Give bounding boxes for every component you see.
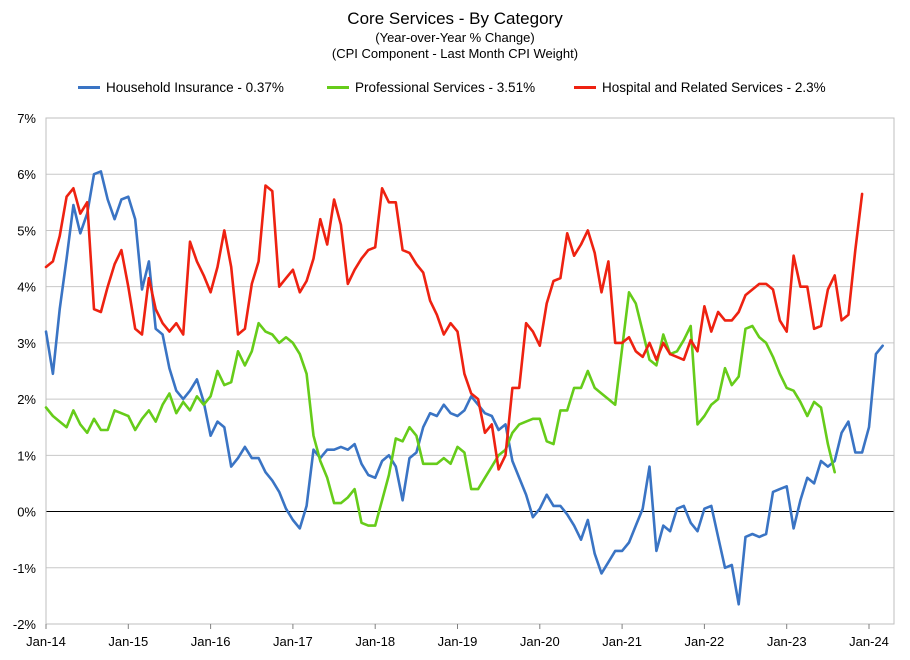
y-tick-label: 0% xyxy=(17,505,36,520)
y-tick-label: -1% xyxy=(13,561,37,576)
x-tick-label: Jan-14 xyxy=(26,634,66,649)
legend-label-hospital-services: Hospital and Related Services - 2.3% xyxy=(602,80,826,95)
x-tick-label: Jan-22 xyxy=(685,634,725,649)
y-tick-label: 1% xyxy=(17,448,36,463)
x-tick-label: Jan-17 xyxy=(273,634,313,649)
y-tick-label: 3% xyxy=(17,336,36,351)
legend-item-hospital-services: Hospital and Related Services - 2.3% xyxy=(574,80,826,95)
y-tick-label: 5% xyxy=(17,223,36,238)
y-tick-label: -2% xyxy=(13,617,37,632)
chart-legend: Household Insurance - 0.37% Professional… xyxy=(0,80,910,98)
x-tick-label: Jan-15 xyxy=(108,634,148,649)
chart-subtitle-2: (CPI Component - Last Month CPI Weight) xyxy=(331,46,579,61)
y-tick-label: 4% xyxy=(17,280,36,295)
legend-label-professional-services: Professional Services - 3.51% xyxy=(355,80,536,95)
x-tick-label: Jan-19 xyxy=(438,634,478,649)
x-tick-label: Jan-18 xyxy=(355,634,395,649)
x-tick-label: Jan-20 xyxy=(520,634,560,649)
x-tick-label: Jan-24 xyxy=(849,634,889,649)
chart-subtitle-1: (Year-over-Year % Change) xyxy=(375,30,535,45)
series-line-0 xyxy=(44,170,885,606)
y-tick-label: 7% xyxy=(17,111,36,126)
x-tick-label: Jan-21 xyxy=(602,634,642,649)
y-tick-label: 2% xyxy=(17,392,36,407)
legend-label-household-insurance: Household Insurance - 0.37% xyxy=(106,80,284,95)
series-line-2 xyxy=(44,184,864,471)
legend-swatch-household-insurance xyxy=(78,86,100,89)
plot-border xyxy=(45,117,895,625)
legend-swatch-professional-services xyxy=(327,86,349,89)
legend-item-professional-services: Professional Services - 3.51% xyxy=(327,80,535,95)
chart-title: Core Services - By Category xyxy=(347,9,563,28)
x-tick-label: Jan-16 xyxy=(191,634,231,649)
chart-title-block: Core Services - By Category (Year-over-Y… xyxy=(0,8,910,62)
legend-item-household-insurance: Household Insurance - 0.37% xyxy=(78,80,284,95)
x-tick-label: Jan-23 xyxy=(767,634,807,649)
legend-swatch-hospital-services xyxy=(574,86,596,89)
series-line-1 xyxy=(44,290,837,527)
y-tick-label: 6% xyxy=(17,167,36,182)
